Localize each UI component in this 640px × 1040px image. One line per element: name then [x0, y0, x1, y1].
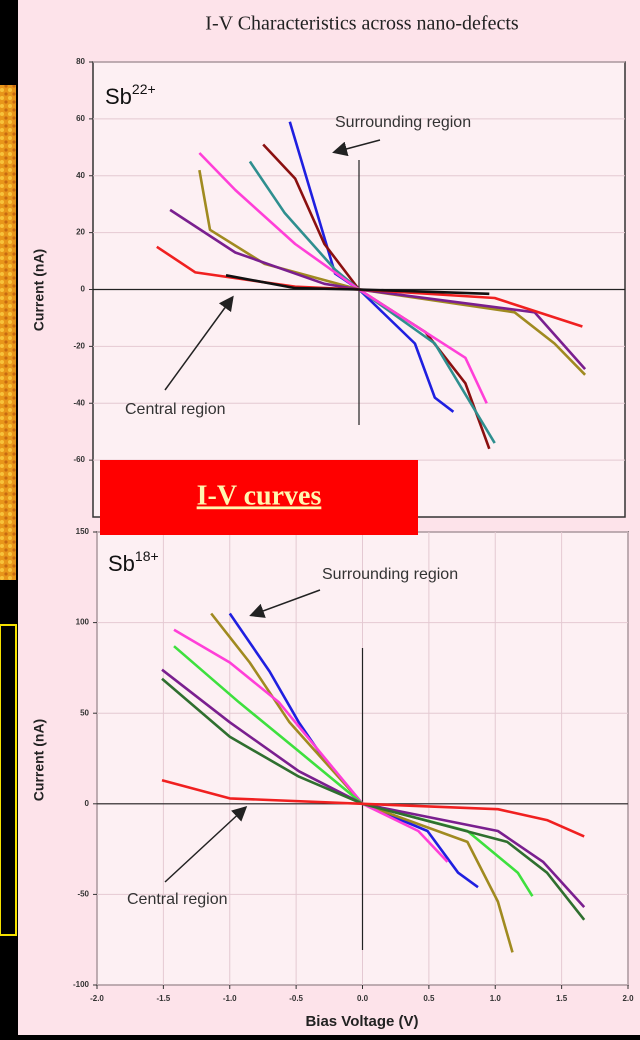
page: I-V Characteristics across nano-defects …	[0, 0, 640, 1035]
annotation: Central region	[127, 891, 228, 908]
annotation: Central region	[125, 401, 226, 418]
x-tick-label: 2.0	[622, 994, 634, 1003]
x-axis-label: Bias Voltage (V)	[305, 1013, 418, 1030]
y-tick-label: 100	[76, 618, 90, 627]
annotation: Surrounding region	[335, 114, 471, 131]
annotation: Surrounding region	[322, 566, 458, 583]
y-tick-label: 20	[76, 228, 85, 237]
y-tick-label: -50	[77, 890, 89, 899]
y-tick-label: 0	[85, 799, 90, 808]
slide: I-V Characteristics across nano-defects …	[0, 0, 640, 1035]
label-sup: 18+	[135, 548, 159, 564]
label-sup: 22+	[132, 81, 156, 97]
x-tick-label: -0.5	[289, 994, 303, 1003]
y-tick-label: -20	[73, 341, 85, 350]
y-tick-label: 80	[76, 57, 85, 66]
page-title: I-V Characteristics across nano-defects	[205, 13, 519, 35]
x-tick-label: -1.5	[156, 994, 170, 1003]
x-tick-label: 0.5	[423, 994, 435, 1003]
label-base: Sb	[108, 551, 135, 576]
y-tick-label: -60	[73, 455, 85, 464]
banner-text: I-V curves	[197, 480, 322, 511]
y-tick-label: 40	[76, 171, 85, 180]
y-tick-label: 0	[81, 285, 86, 294]
y-tick-label: -40	[73, 398, 85, 407]
y-axis-label: Current (nA)	[31, 719, 47, 801]
label-base: Sb	[105, 84, 132, 109]
x-tick-label: 1.0	[490, 994, 502, 1003]
y-tick-label: 150	[76, 527, 90, 536]
y-axis-label: Current (nA)	[31, 249, 47, 331]
x-tick-label: -1.0	[223, 994, 237, 1003]
x-tick-label: 1.5	[556, 994, 568, 1003]
y-tick-label: -100	[73, 980, 90, 989]
side-box	[0, 625, 16, 935]
side-texture	[0, 85, 16, 580]
x-tick-label: 0.0	[357, 994, 369, 1003]
y-tick-label: 50	[80, 708, 89, 717]
y-tick-label: 60	[76, 114, 85, 123]
x-tick-label: -2.0	[90, 994, 104, 1003]
